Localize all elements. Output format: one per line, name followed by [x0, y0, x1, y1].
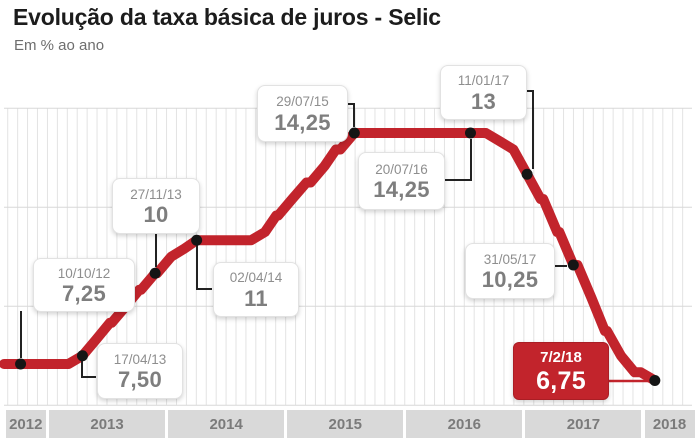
annotation-value: 10,25	[481, 267, 539, 293]
annotation-date: 29/07/15	[276, 94, 329, 110]
annotation-date: 20/07/16	[375, 161, 428, 177]
connector-lines	[20, 90, 650, 383]
x-axis-year-2018: 2018	[644, 410, 695, 438]
annotation-connector	[196, 244, 212, 290]
data-point-dot	[76, 350, 88, 362]
data-point-dot	[348, 127, 360, 139]
annotation-callout: 02/04/14 11	[213, 262, 299, 317]
annotation-value: 14,25	[373, 177, 430, 203]
annotation-date: 31/05/17	[483, 251, 537, 267]
annotation-connector	[347, 103, 355, 127]
x-axis-year-2015: 2015	[287, 410, 404, 438]
annotation-date: 27/11/13	[130, 186, 182, 202]
page-subtitle: Em % ao ano	[14, 37, 105, 54]
x-axis-year-2014: 2014	[168, 410, 285, 438]
annotation-date: 17/04/13	[113, 351, 167, 367]
data-point-dot	[649, 375, 661, 386]
x-axis-year-2013: 2013	[49, 410, 166, 438]
annotation-value: 6,75	[536, 366, 586, 395]
annotation-value: 7,50	[117, 367, 163, 393]
annotation-date: 7/2/18	[540, 349, 582, 367]
data-point-dots	[15, 127, 661, 386]
data-point-dot	[464, 127, 476, 139]
data-point-dot	[521, 168, 533, 180]
annotation-connector	[81, 358, 96, 378]
annotation-date: 02/04/14	[229, 270, 283, 286]
x-axis-year-2017: 2017	[525, 410, 642, 438]
annotation-connector	[526, 90, 534, 169]
annotation-callout-highlight: 7/2/18 6,75	[513, 342, 609, 400]
data-point-dot	[15, 358, 27, 370]
x-axis-year-2012: 2012	[5, 410, 46, 438]
annotation-callout: 29/07/15 14,25	[257, 85, 348, 142]
annotation-date: 10/10/12	[57, 265, 111, 281]
annotation-callout: 11/01/17 13	[440, 65, 527, 120]
data-point-dot	[149, 267, 161, 279]
annotation-value: 10	[143, 202, 169, 228]
x-axis-year-2016: 2016	[406, 410, 523, 438]
annotation-callout: 20/07/16 14,25	[358, 152, 445, 210]
annotation-connector	[444, 139, 472, 181]
annotation-value: 7,25	[61, 281, 107, 307]
annotation-value: 11	[244, 285, 268, 311]
annotation-date: 11/01/17	[457, 73, 510, 89]
annotation-value: 14,25	[274, 109, 331, 135]
data-point-dot	[567, 259, 579, 271]
annotation-callout: 27/11/13 10	[112, 178, 200, 234]
annotation-callout: 17/04/13 7,50	[97, 343, 183, 399]
page-title: Evolução da taxa básica de juros - Selic	[13, 4, 441, 30]
annotation-callout: 10/10/12 7,25	[33, 258, 135, 312]
data-point-dot	[191, 234, 203, 246]
annotation-callout: 31/05/17 10,25	[465, 243, 555, 299]
annotation-value: 13	[470, 88, 497, 114]
